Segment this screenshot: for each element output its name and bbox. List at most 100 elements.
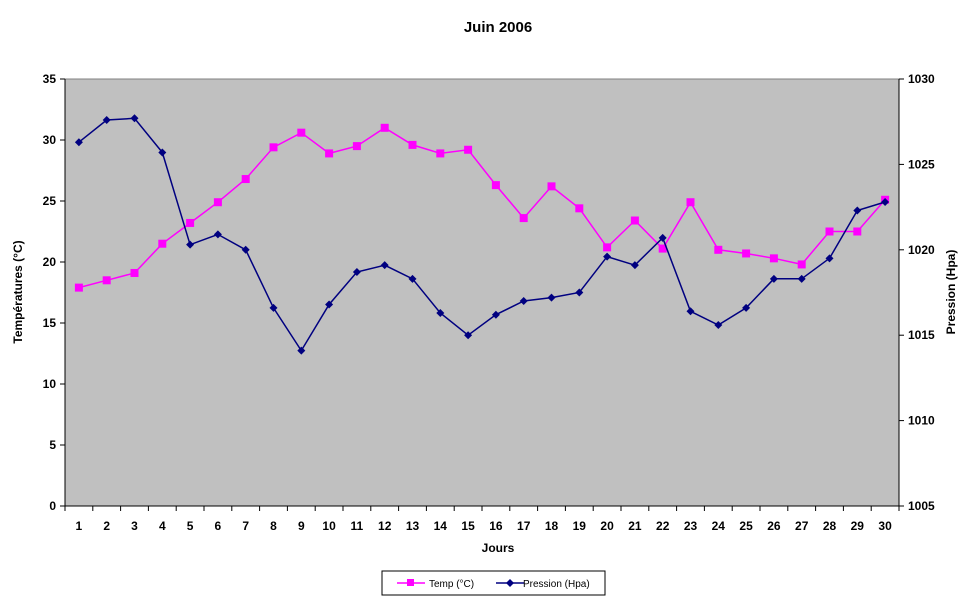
pressure-point (130, 114, 139, 123)
right-axis: 1005 1010 1015 1020 1025 1030 (899, 72, 935, 513)
temp-point (380, 123, 389, 132)
temp-point (575, 204, 584, 213)
x-tick-label: 26 (767, 519, 781, 533)
pressure-point (213, 230, 222, 239)
temp-point (213, 198, 222, 207)
pressure-point (464, 331, 473, 340)
pressure-point (158, 148, 167, 157)
temp-point (158, 239, 167, 248)
temp-point (519, 214, 528, 223)
legend: Temp (°C) Pression (Hpa) (381, 570, 606, 596)
pressure-point (186, 240, 195, 249)
temp-point (297, 128, 306, 137)
temp-point (686, 198, 695, 207)
x-axis: 1 2 3 4 5 6 7 8 9 10 11 12 13 14 15 16 17 18 19 20 21 22 23 24 2… (64, 506, 900, 533)
temp-point (769, 254, 778, 263)
left-tick-label: 0 (49, 499, 56, 513)
x-tick-label: 17 (517, 519, 531, 533)
temp-point (714, 245, 723, 254)
right-tick-label: 1030 (908, 72, 935, 86)
pressure-point (797, 274, 806, 283)
legend-pressure-label: Pression (Hpa) (523, 579, 590, 590)
pressure-point (436, 308, 445, 317)
x-tick-label: 1 (76, 519, 83, 533)
x-tick-label: 8 (270, 519, 277, 533)
left-tick-label: 30 (43, 133, 57, 147)
pressure-point (102, 115, 111, 124)
x-tick-label: 15 (461, 519, 475, 533)
pressure-point (269, 303, 278, 312)
pressure-point (714, 320, 723, 329)
pressure-point (519, 297, 528, 306)
x-tick-label: 20 (600, 519, 614, 533)
pressure-point (575, 288, 584, 297)
pressure-point (853, 206, 862, 215)
left-tick-label: 5 (49, 438, 56, 452)
temp-point (269, 143, 278, 152)
series-line-0 (78, 126, 886, 289)
pressure-point (769, 274, 778, 283)
temp-point (547, 182, 556, 191)
temp-point (408, 140, 417, 149)
x-tick-label: 4 (159, 519, 166, 533)
x-tick-label: 14 (434, 519, 448, 533)
series-line-1 (78, 117, 886, 353)
x-tick-label: 16 (489, 519, 503, 533)
temp-point (325, 149, 334, 158)
legend-temp-label: Temp (°C) (429, 579, 474, 590)
right-tick-label: 1015 (908, 328, 935, 342)
temp-point (853, 227, 862, 236)
right-axis-label: Pression (Hpa) (944, 250, 958, 335)
right-tick-label: 1020 (908, 243, 935, 257)
pressure-point (825, 254, 834, 263)
x-tick-label: 11 (351, 519, 364, 533)
x-tick-label: 6 (215, 519, 222, 533)
x-tick-label: 13 (406, 519, 420, 533)
pressure-point (603, 252, 612, 261)
temp-point (464, 145, 473, 154)
pressure-point (491, 310, 500, 319)
x-tick-label: 2 (103, 519, 110, 533)
temp-point (658, 244, 667, 253)
temp-point (186, 218, 195, 227)
temp-point (241, 175, 250, 184)
pressure-point (686, 307, 695, 316)
x-tick-label: 10 (322, 519, 336, 533)
temp-point (74, 283, 83, 292)
chart-title: Juin 2006 (464, 19, 532, 36)
left-tick-label: 10 (43, 377, 57, 391)
temp-point (630, 216, 639, 225)
temp-point (130, 268, 139, 277)
x-tick-label: 30 (878, 519, 892, 533)
pressure-point (380, 261, 389, 270)
temp-point (491, 181, 500, 190)
temp-point (102, 276, 111, 285)
x-tick-label: 19 (573, 519, 587, 533)
plot-area (64, 78, 900, 507)
temp-point (742, 249, 751, 258)
pressure-point (408, 274, 417, 283)
x-tick-label: 25 (739, 519, 753, 533)
pressure-point (547, 293, 556, 302)
x-tick-label: 24 (712, 519, 726, 533)
x-tick-label: 5 (187, 519, 194, 533)
x-tick-label: 29 (851, 519, 865, 533)
x-tick-label: 12 (378, 519, 392, 533)
x-tick-label: 7 (242, 519, 249, 533)
pressure-point (658, 233, 667, 242)
left-axis: 0 5 10 15 20 25 30 35 (43, 72, 65, 513)
x-tick-label: 22 (656, 519, 670, 533)
pressure-point (881, 197, 890, 206)
x-tick-label: 23 (684, 519, 698, 533)
legend-temp-marker (407, 579, 414, 586)
pressure-point (630, 261, 639, 270)
x-tick-label: 9 (298, 519, 305, 533)
left-tick-label: 15 (43, 316, 57, 330)
series-layer (74, 114, 890, 355)
right-tick-label: 1025 (908, 157, 935, 171)
temp-point (825, 227, 834, 236)
x-tick-label: 28 (823, 519, 837, 533)
temp-point (797, 260, 806, 269)
left-axis-label: Températures (°C) (11, 240, 25, 343)
